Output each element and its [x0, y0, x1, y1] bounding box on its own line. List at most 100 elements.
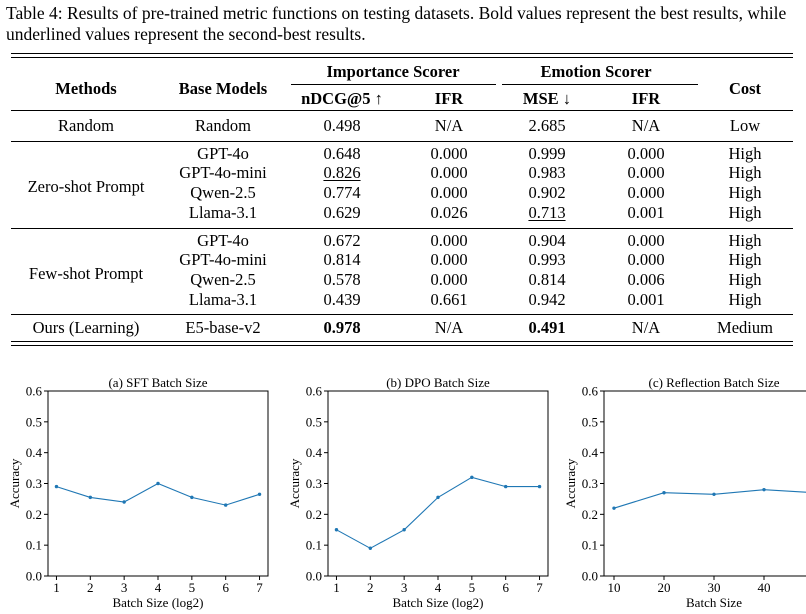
table-cell: E5-base-v2	[185, 318, 261, 337]
x-tick-label: 2	[87, 580, 94, 595]
table-cell: 0.648	[323, 144, 361, 163]
data-point	[368, 546, 373, 550]
table-cell: 2.685	[528, 116, 566, 135]
chart-title: (b) DPO Batch Size	[386, 375, 490, 390]
table-cell: 0.000	[627, 231, 665, 250]
y-tick-label: 0.5	[582, 414, 598, 429]
y-tick-label: 0.0	[26, 569, 42, 584]
x-tick-label: 3	[121, 580, 128, 595]
x-tick-label: 3	[401, 580, 408, 595]
y-tick-label: 0.1	[26, 538, 42, 553]
y-tick-label: 0.2	[582, 507, 598, 522]
y-tick-label: 0.6	[26, 384, 43, 399]
y-tick-label: 0.5	[306, 414, 322, 429]
table-cell: High	[728, 250, 762, 269]
method-ours: Ours (Learning)	[32, 318, 140, 337]
chart-title: (a) SFT Batch Size	[108, 375, 207, 390]
header-base-models: Base Models	[178, 79, 268, 98]
data-point	[223, 503, 228, 507]
table-cell: 0.000	[430, 231, 468, 250]
second-best-value: 0.713	[528, 203, 566, 222]
data-point	[54, 484, 59, 489]
table-cell: 0.001	[627, 290, 665, 309]
data-point	[662, 491, 666, 495]
plot-frame	[327, 390, 549, 577]
table-cell: 0.904	[528, 231, 566, 250]
table-cell: 0.000	[430, 163, 468, 182]
table-cell: 0.439	[323, 290, 361, 309]
table-cell: 0.000	[430, 144, 468, 163]
method-few-shot: Few-shot Prompt	[28, 264, 144, 283]
x-tick-label: 5	[469, 580, 476, 595]
x-tick-label: 4	[435, 580, 442, 595]
data-point	[88, 495, 93, 500]
x-tick-label: 6	[222, 580, 229, 595]
data-point	[470, 475, 474, 480]
group-rule	[11, 141, 793, 142]
x-axis-label: Batch Size	[686, 595, 742, 610]
y-tick-label: 0.4	[26, 445, 43, 460]
series-line	[56, 482, 260, 506]
table-bottom-rule	[11, 345, 793, 347]
data-point	[537, 484, 542, 489]
y-tick-label: 0.3	[26, 476, 42, 491]
y-tick-label: 0.0	[306, 569, 322, 584]
best-value: 0.491	[528, 318, 566, 337]
y-tick-label: 0.2	[26, 507, 42, 522]
header-mse: MSE ↓	[522, 89, 572, 108]
y-tick-label: 0.4	[582, 445, 599, 460]
data-point	[436, 495, 440, 500]
data-point	[122, 500, 126, 504]
table-cell: N/A	[434, 116, 464, 135]
best-value: 0.978	[323, 318, 361, 337]
header-cost: Cost	[728, 79, 762, 98]
table-cell: 0.942	[528, 290, 566, 309]
table-cell: 0.026	[430, 203, 468, 222]
table-cell: 0.000	[430, 250, 468, 269]
x-tick-label: 20	[658, 580, 671, 595]
table-cell: 0.000	[627, 250, 665, 269]
table-cell: GPT-4o-mini	[179, 250, 267, 269]
y-tick-label: 0.3	[306, 476, 322, 491]
chart-title: (c) Reflection Batch Size	[648, 375, 779, 390]
table-cell: Llama-3.1	[188, 290, 258, 309]
table-top-rule	[11, 53, 793, 55]
x-tick-label: 40	[758, 580, 771, 595]
data-point	[712, 492, 716, 496]
y-axis-label: Accuracy	[563, 458, 578, 508]
data-point	[612, 506, 616, 510]
table-cell: GPT-4o	[197, 231, 249, 250]
y-tick-label: 0.2	[306, 507, 322, 522]
table-cell: GPT-4o-mini	[179, 163, 267, 182]
plot-frame	[603, 390, 806, 577]
table-bottom-rule	[11, 341, 793, 343]
data-point	[334, 528, 339, 532]
importance-group-rule	[291, 84, 496, 85]
table-cell: N/A	[631, 318, 661, 337]
method-random: Random	[58, 116, 114, 135]
data-point	[156, 481, 160, 486]
y-tick-label: 0.6	[582, 384, 599, 399]
reflection-batch-size-chart: (c) Reflection Batch Size 0.0 0.1 0.2 0.3 0.4…	[560, 372, 806, 614]
header-ifr-importance: IFR	[434, 89, 464, 108]
table-cell: 0.814	[323, 250, 361, 269]
line-chart: (b) DPO Batch Size 0.0 0.1 0.2 0.3 0.4 0.5 0.6 1…	[287, 375, 549, 610]
header-ifr-emotion: IFR	[631, 89, 661, 108]
table-cell: 0.000	[627, 183, 665, 202]
series-line	[613, 489, 806, 509]
y-tick-label: 0.5	[26, 414, 42, 429]
table-cell: 0.814	[528, 270, 566, 289]
emotion-group-rule	[502, 84, 698, 85]
table-cell: 0.000	[627, 163, 665, 182]
table-cell: 0.774	[323, 183, 361, 202]
y-tick-label: 0.6	[306, 384, 323, 399]
table-cell: 0.000	[627, 144, 665, 163]
dpo-batch-size-chart: (b) DPO Batch Size 0.0 0.1 0.2 0.3 0.4 0.5 0.6 1…	[284, 372, 554, 614]
table-cell: N/A	[631, 116, 661, 135]
header-ndcg: nDCG@5 ↑	[301, 89, 383, 108]
group-rule	[11, 228, 793, 229]
x-tick-label: 5	[189, 580, 196, 595]
y-axis-label: Accuracy	[287, 458, 302, 508]
x-tick-label: 4	[155, 580, 162, 595]
table-cell: High	[728, 270, 762, 289]
